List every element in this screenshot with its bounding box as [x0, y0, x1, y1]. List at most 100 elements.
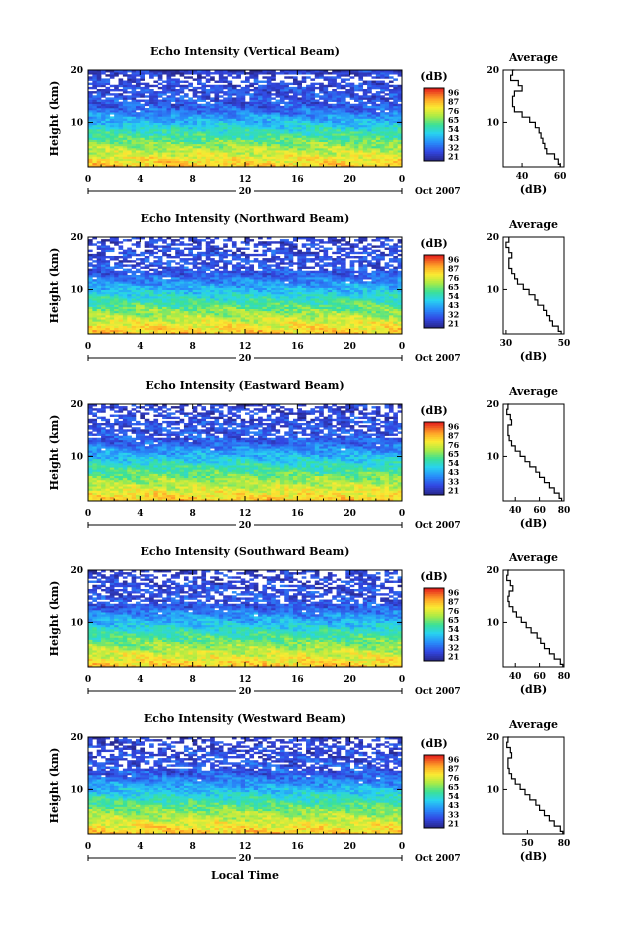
heatmap-cell: [276, 91, 281, 93]
heatmap-cell: [280, 326, 285, 328]
heatmap-cell: [193, 313, 198, 315]
heatmap-cell: [101, 146, 106, 148]
heatmap-cell: [197, 144, 202, 146]
heatmap-cell: [105, 296, 110, 298]
heatmap-cell: [324, 127, 329, 129]
heatmap-cell: [371, 159, 376, 161]
heatmap-cell: [145, 125, 150, 127]
heatmap-cell: [337, 152, 342, 154]
heatmap-cell: [245, 328, 250, 330]
heatmap-cell: [149, 89, 154, 91]
heatmap-cell: [145, 288, 150, 290]
heatmap-cell: [345, 121, 350, 123]
heatmap-cell: [167, 74, 172, 76]
heatmap-cell: [271, 112, 276, 114]
heatmap-cell: [367, 321, 372, 323]
heatmap-cell: [188, 290, 193, 292]
heatmap-cell: [184, 121, 189, 123]
heatmap-cell: [358, 304, 363, 306]
heatmap-cell: [167, 307, 172, 309]
heatmap-cell: [241, 112, 246, 114]
heatmap-cell: [393, 146, 398, 148]
heatmap-cell: [101, 112, 106, 114]
heatmap-cell: [153, 313, 158, 315]
heatmap-cell: [127, 97, 132, 99]
heatmap-cell: [328, 290, 333, 292]
heatmap-cell: [228, 125, 233, 127]
heatmap-cell: [319, 307, 324, 309]
heatmap-cell: [188, 110, 193, 112]
heatmap-cell: [385, 290, 390, 292]
heatmap-cell: [223, 140, 228, 142]
heatmap-cell: [236, 140, 241, 142]
heatmap-cell: [206, 313, 211, 315]
heatmap-cell: [149, 296, 154, 298]
heatmap-cell: [197, 323, 202, 325]
heatmap-cell: [310, 315, 315, 317]
heatmap-cell: [276, 159, 281, 161]
heatmap-cell: [241, 121, 246, 123]
heatmap-cell: [92, 281, 97, 283]
heatmap-cell: [197, 283, 202, 285]
heatmap-cell: [332, 100, 337, 102]
heatmap-cell: [376, 114, 381, 116]
heatmap-cell: [276, 161, 281, 163]
heatmap-cell: [201, 91, 206, 93]
heatmap-cell: [249, 100, 254, 102]
heatmap-cell: [223, 321, 228, 323]
heatmap-cell: [393, 317, 398, 319]
heatmap-cell: [193, 281, 198, 283]
heatmap-cell: [119, 313, 124, 315]
heatmap-cell: [201, 283, 206, 285]
heatmap-cell: [371, 304, 376, 306]
heatmap-cell: [337, 294, 342, 296]
heatmap-cell: [167, 315, 172, 317]
heatmap-cell: [97, 137, 102, 139]
heatmap-cell: [180, 108, 185, 110]
heatmap-cell: [293, 76, 298, 78]
heatmap-cell: [184, 294, 189, 296]
heatmap-cell: [284, 112, 289, 114]
heatmap-cell: [167, 137, 172, 139]
heatmap-cell: [293, 152, 298, 154]
heatmap-cell: [214, 106, 219, 108]
heatmap-cell: [354, 304, 359, 306]
heatmap-cell: [306, 309, 311, 311]
heatmap-cell: [306, 304, 311, 306]
heatmap-cell: [132, 283, 137, 285]
heatmap-cell: [119, 81, 124, 83]
heatmap-cell: [123, 72, 128, 74]
heatmap-cell: [123, 298, 128, 300]
heatmap-cell: [254, 283, 259, 285]
heatmap-cell: [241, 292, 246, 294]
heatmap-cell: [136, 319, 141, 321]
heatmap-cell: [210, 319, 215, 321]
heatmap-cell: [258, 309, 263, 311]
heatmap-cell: [363, 114, 368, 116]
heatmap-cell: [180, 144, 185, 146]
heatmap-cell: [236, 294, 241, 296]
heatmap-cell: [358, 135, 363, 137]
heatmap-cell: [140, 279, 145, 281]
heatmap-cell: [302, 127, 307, 129]
heatmap-cell: [206, 119, 211, 121]
heatmap-cell: [97, 302, 102, 304]
heatmap-cell: [119, 131, 124, 133]
heatmap-cell: [184, 106, 189, 108]
heatmap-cell: [223, 330, 228, 332]
heatmap-cell: [101, 116, 106, 118]
heatmap-cell: [354, 328, 359, 330]
heatmap-cell: [193, 131, 198, 133]
heatmap-cell: [276, 140, 281, 142]
heatmap-cell: [219, 159, 224, 161]
heatmap-cell: [363, 110, 368, 112]
heatmap-cell: [249, 144, 254, 146]
heatmap-cell: [341, 91, 346, 93]
heatmap-cell: [193, 125, 198, 127]
heatmap-cell: [162, 106, 167, 108]
heatmap-cell: [206, 93, 211, 95]
heatmap-cell: [254, 114, 259, 116]
heatmap-cell: [271, 140, 276, 142]
heatmap-cell: [337, 93, 342, 95]
heatmap-cell: [276, 304, 281, 306]
